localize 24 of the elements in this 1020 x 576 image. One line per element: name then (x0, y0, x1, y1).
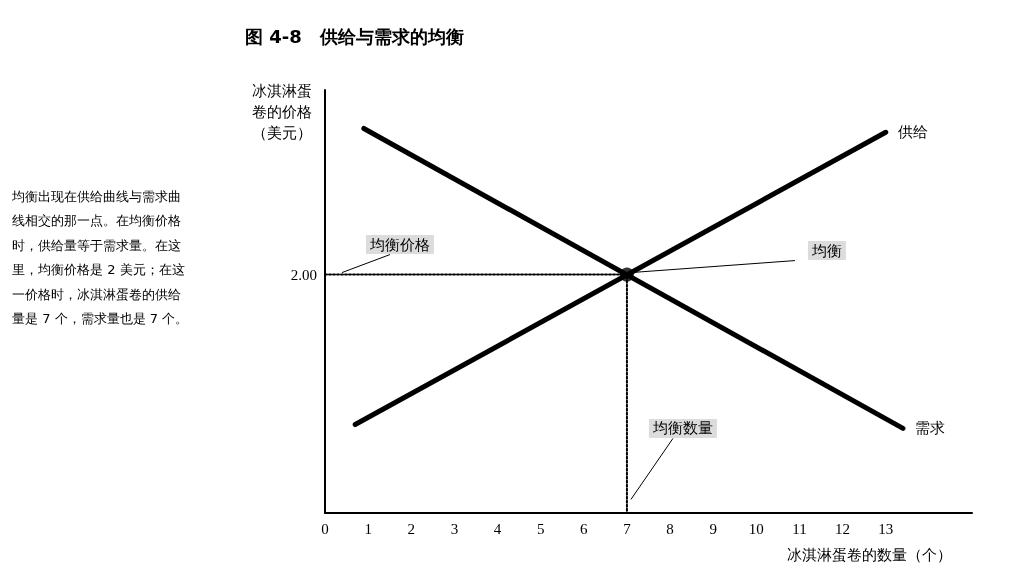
x-tick-label: 3 (450, 520, 459, 537)
x-tick-label: 9 (709, 520, 717, 537)
series-label: 需求 (914, 419, 945, 438)
annotation: 均衡价格 (368, 235, 430, 254)
x-tick-label: 6 (580, 520, 589, 537)
series-label: 供给 (897, 123, 928, 142)
x-tick-label: 7 (623, 520, 632, 537)
annotation: 2.00 (290, 266, 317, 283)
chart-title: 图 4-8 供给与需求的均衡 (245, 25, 464, 47)
x-tick-label: 1 (364, 520, 372, 537)
x-tick-label: 11 (792, 520, 807, 537)
annotation: 均衡 (810, 241, 842, 260)
x-tick-label: 0 (321, 520, 329, 537)
x-tick-label: 8 (666, 520, 674, 537)
y-axis-title: 冰淇淋蛋卷的价格（美元） (252, 81, 312, 142)
x-tick-label: 4 (493, 520, 502, 537)
x-tick-label: 10 (748, 520, 764, 537)
x-tick-label: 12 (835, 520, 851, 537)
x-tick-label: 5 (536, 520, 545, 537)
annotation: 均衡数量 (651, 419, 713, 438)
x-axis-title: 冰淇淋蛋卷的数量（个） (787, 545, 952, 564)
text: 均衡出现在供给曲线与需求曲线相交的那一点。在均衡价格时，供给量等于需求量。在这里，均衡价格是 2 美元；在这一价格时，冰淇淋蛋卷的供给量是 7 个，需求量也是 7 个。 (11, 188, 189, 327)
x-tick-label: 2 (407, 520, 416, 537)
x-tick-label: 13 (878, 520, 894, 537)
